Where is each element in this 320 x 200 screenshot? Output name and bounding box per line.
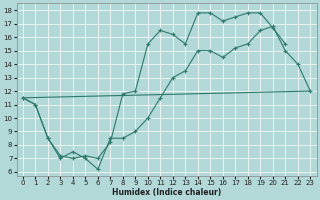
- X-axis label: Humidex (Indice chaleur): Humidex (Indice chaleur): [112, 188, 221, 197]
